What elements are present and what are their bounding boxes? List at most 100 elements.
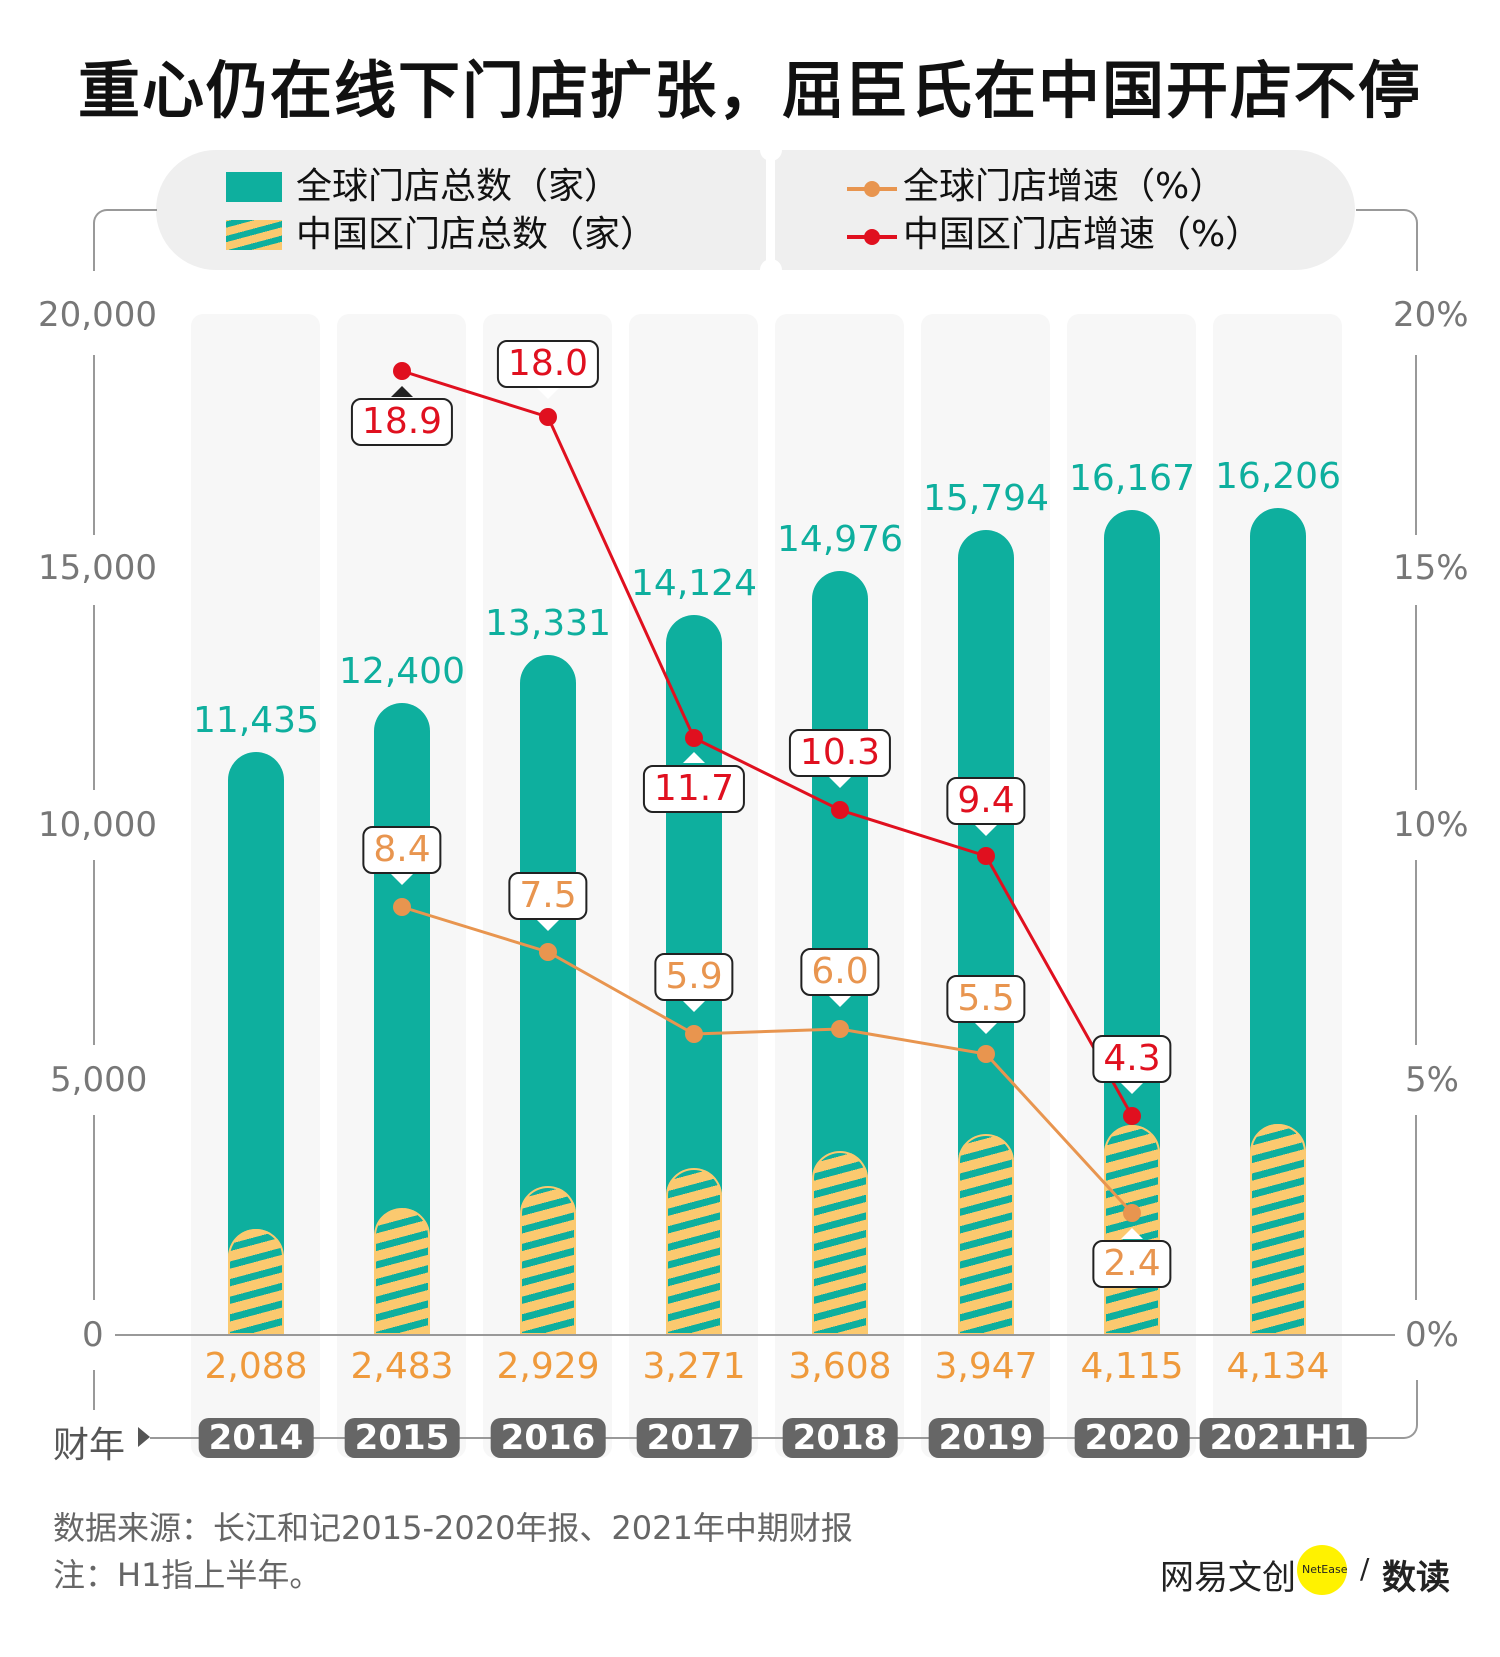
- right-axis-line: [1415, 355, 1417, 535]
- callout-china-growth: 18.9: [350, 398, 454, 446]
- left-tick: 15,000: [38, 548, 157, 588]
- label-global-count: 15,794: [923, 478, 1049, 519]
- callout-china-growth: 10.3: [788, 729, 892, 777]
- left-tick: 20,000: [38, 295, 157, 335]
- left-axis-line: [93, 860, 95, 1045]
- bar-china-2017: [666, 1168, 722, 1335]
- legend-china-growth: 中国区门店增速（%）: [903, 214, 1262, 255]
- x-axis-line: [150, 1437, 1400, 1439]
- left-tick: 5,000: [50, 1060, 148, 1100]
- frame-top-left: [93, 209, 157, 271]
- label-china-count: 3,947: [934, 1346, 1038, 1387]
- right-tick: 10%: [1393, 805, 1469, 845]
- callout-global-growth: 5.5: [946, 975, 1026, 1023]
- right-axis-line: [1415, 1115, 1417, 1300]
- chart-title: 重心仍在线下门店扩张，屈臣氏在中国开店不停: [77, 54, 1422, 127]
- legend-panel-left: [156, 150, 766, 270]
- left-axis-line: [93, 605, 95, 790]
- line-china-growth: [401, 369, 1134, 1117]
- callout-china-growth: 9.4: [946, 777, 1026, 825]
- label-china-count: 4,134: [1226, 1346, 1330, 1387]
- callout-global-growth: 7.5: [508, 872, 588, 920]
- legend-notch-bottom: [760, 259, 782, 281]
- callout-caret: [391, 874, 413, 885]
- callout-caret: [975, 825, 997, 836]
- bar-china-2016: [520, 1186, 576, 1335]
- left-tick: 10,000: [38, 805, 157, 845]
- legend-divider: [769, 178, 773, 188]
- callout-global-growth: 8.4: [362, 826, 442, 874]
- bar-china-2014: [228, 1229, 284, 1335]
- callout-caret: [1121, 1083, 1143, 1094]
- callout-caret: [975, 1023, 997, 1034]
- label-global-count: 13,331: [485, 603, 611, 644]
- zero-baseline: [115, 1334, 1395, 1336]
- logo-brand-en: NetEase: [1302, 1563, 1348, 1576]
- year-pill: 2015: [344, 1418, 460, 1458]
- legend-swatch-global-count-icon: [226, 172, 282, 202]
- callout-caret: [829, 777, 851, 788]
- bar-china-2018: [812, 1151, 868, 1335]
- bar-china-2019: [958, 1134, 1014, 1335]
- callout-global-growth: 2.4: [1092, 1240, 1172, 1288]
- legend-divider: [769, 200, 773, 210]
- callout-caret: [829, 996, 851, 1007]
- legend-dot-global-growth-icon: [864, 181, 880, 197]
- callout-china-growth: 4.3: [1092, 1035, 1172, 1083]
- legend-swatch-china-count-icon: [226, 220, 282, 250]
- year-pill: 2020: [1074, 1418, 1190, 1458]
- label-global-count: 14,976: [777, 519, 903, 560]
- right-tick: 5%: [1405, 1060, 1459, 1100]
- label-global-count: 16,206: [1215, 456, 1341, 497]
- year-pill: 2016: [490, 1418, 606, 1458]
- legend-panel-right: [775, 150, 1355, 270]
- year-pill: 2018: [782, 1418, 898, 1458]
- right-axis-line: [1415, 605, 1417, 790]
- callout-caret: [1121, 1228, 1143, 1239]
- callout-caret: [683, 1001, 705, 1012]
- legend-global-count: 全球门店总数（家）: [296, 166, 621, 207]
- callout-china-growth: 18.0: [496, 340, 600, 388]
- logo-slash: /: [1360, 1552, 1370, 1585]
- legend-global-growth: 全球门店增速（%）: [903, 166, 1226, 207]
- left-tick: 0: [82, 1315, 104, 1355]
- legend-notch-top: [760, 139, 782, 161]
- x-axis-title: 财年: [53, 1425, 126, 1466]
- bar-china-2015: [374, 1208, 430, 1335]
- year-pill: 2021H1: [1199, 1418, 1367, 1458]
- x-axis-arrow-icon: [138, 1427, 150, 1447]
- logo-brand: 网易文创: [1160, 1558, 1296, 1598]
- label-global-count: 12,400: [339, 651, 465, 692]
- callout-china-growth: 11.7: [642, 765, 746, 813]
- left-axis-line: [93, 355, 95, 535]
- footer-note: 注：H1指上半年。: [53, 1556, 322, 1594]
- line-global-growth: [401, 905, 1134, 1215]
- left-axis-line: [93, 1370, 95, 1410]
- callout-global-growth: 6.0: [800, 948, 880, 996]
- legend-china-count: 中国区门店总数（家）: [296, 214, 657, 255]
- legend-dot-china-growth-icon: [864, 229, 880, 245]
- label-global-count: 11,435: [193, 700, 319, 741]
- label-china-count: 3,608: [788, 1346, 892, 1387]
- right-tick: 0%: [1405, 1315, 1459, 1355]
- label-china-count: 4,115: [1080, 1346, 1184, 1387]
- right-tick: 15%: [1393, 548, 1469, 588]
- left-axis-line: [93, 1115, 95, 1300]
- callout-caret: [537, 388, 559, 399]
- label-china-count: 3,271: [642, 1346, 746, 1387]
- frame-top-right: [1356, 209, 1418, 271]
- callout-caret: [391, 386, 413, 397]
- logo-product: 数读: [1382, 1558, 1450, 1598]
- label-global-count: 14,124: [631, 563, 757, 604]
- callout-caret: [683, 752, 705, 763]
- year-pill: 2017: [636, 1418, 752, 1458]
- legend-divider: [769, 222, 773, 232]
- year-pill: 2019: [928, 1418, 1044, 1458]
- right-tick: 20%: [1393, 295, 1469, 335]
- footer-source: 数据来源：长江和记2015-2020年报、2021年中期财报: [53, 1509, 853, 1547]
- callout-caret: [537, 920, 559, 931]
- label-china-count: 2,088: [204, 1346, 308, 1387]
- label-china-count: 2,483: [350, 1346, 454, 1387]
- logo-circle-icon: [1297, 1545, 1347, 1595]
